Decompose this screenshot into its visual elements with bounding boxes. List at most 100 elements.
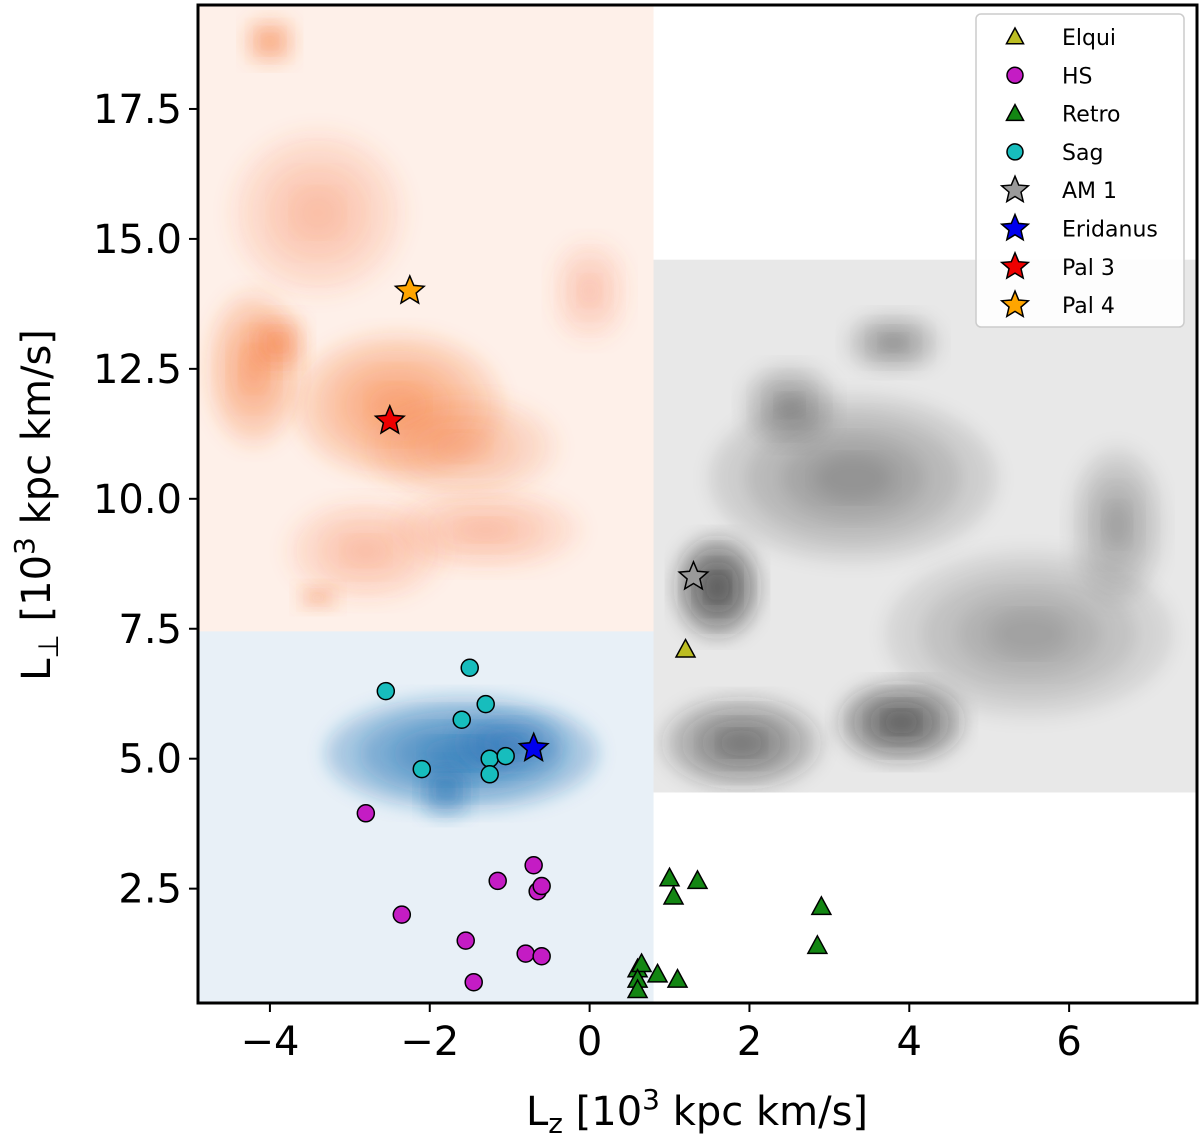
grey-density-contour bbox=[813, 454, 894, 502]
retro-point bbox=[810, 895, 833, 916]
hs-point bbox=[356, 804, 376, 823]
grey-density-contour bbox=[719, 730, 764, 757]
orange-density-contour bbox=[262, 34, 278, 49]
grey-density-contour bbox=[1103, 502, 1131, 547]
series-hs bbox=[356, 804, 551, 992]
legend-marker-elqui bbox=[1005, 26, 1025, 45]
y-axis-label: L⊥ [103 kpc km/s] bbox=[8, 329, 65, 681]
sag-point bbox=[480, 765, 499, 784]
sag-point bbox=[452, 710, 471, 729]
orange-density-contour bbox=[343, 536, 389, 566]
y-axis-label-end: kpc km/s] bbox=[14, 329, 60, 537]
hs-point bbox=[488, 871, 507, 891]
x-tick-label: −4 bbox=[240, 1019, 299, 1065]
legend-marker-am-1 bbox=[999, 174, 1031, 204]
orange-density-contour bbox=[458, 518, 513, 542]
series-elqui bbox=[674, 637, 697, 658]
y-tick-label: 2.5 bbox=[118, 867, 182, 913]
retro-point bbox=[630, 952, 653, 973]
retro-point bbox=[662, 884, 685, 905]
pal-3-point bbox=[373, 403, 406, 435]
y-tick-label: 10.0 bbox=[93, 477, 182, 523]
marker-layer bbox=[356, 273, 833, 999]
x-axis-label-end: kpc km/s] bbox=[660, 1089, 868, 1135]
elqui-point bbox=[674, 637, 697, 658]
orange-density-region bbox=[198, 5, 654, 632]
sag-point bbox=[412, 759, 432, 779]
x-tick-label: 6 bbox=[1056, 1019, 1081, 1065]
am-1-point bbox=[677, 559, 710, 591]
y-tick-label: 5.0 bbox=[118, 737, 182, 783]
eridanus-point bbox=[517, 731, 550, 762]
legend-label-pal-3: Pal 3 bbox=[1062, 256, 1115, 281]
y-tick-label: 17.5 bbox=[93, 87, 182, 133]
retro-point bbox=[626, 978, 649, 999]
retro-point bbox=[658, 866, 681, 887]
orange-density-contour bbox=[578, 276, 601, 306]
x-axis: −4 −2 0 2 4 6 bbox=[240, 1003, 1082, 1065]
density-layer bbox=[198, 5, 1197, 1003]
orange-density-contour bbox=[311, 593, 325, 602]
legend-label-eridanus: Eridanus bbox=[1062, 218, 1158, 243]
legend-label-hs: HS bbox=[1062, 64, 1093, 89]
series-pal-3 bbox=[373, 403, 406, 435]
x-tick-label: −2 bbox=[400, 1019, 459, 1065]
sag-point bbox=[460, 658, 479, 677]
legend-marker-eridanus bbox=[999, 212, 1031, 242]
legend-marker-pal-4 bbox=[999, 289, 1031, 318]
series-am-1 bbox=[677, 559, 710, 591]
y-tick-label: 12.5 bbox=[93, 347, 182, 393]
sag-point bbox=[476, 694, 495, 714]
x-tick-label: 4 bbox=[897, 1019, 922, 1065]
legend-marker-pal-3 bbox=[999, 250, 1031, 280]
x-axis-label: Lz [103 kpc km/s] bbox=[526, 1083, 868, 1139]
x-axis-label-rest: [10 bbox=[563, 1089, 642, 1135]
x-axis-label-sup: 3 bbox=[642, 1083, 660, 1116]
hs-point bbox=[532, 876, 551, 896]
legend-label-sag: Sag bbox=[1062, 141, 1103, 166]
legend-label-elqui: Elqui bbox=[1062, 26, 1116, 51]
retro-point bbox=[646, 962, 669, 983]
plot-frame bbox=[196, 3, 1199, 1005]
legend-marker-hs bbox=[1006, 66, 1024, 85]
grey-density-region bbox=[653, 259, 1197, 793]
legend-item-pal-4: Pal 4 bbox=[999, 289, 1115, 319]
y-tick-label: 15.0 bbox=[93, 217, 182, 263]
y-tick-label: 7.5 bbox=[118, 607, 182, 653]
series-pal-4 bbox=[393, 273, 426, 305]
blue-density-region bbox=[198, 631, 654, 1003]
legend-item-hs: HS bbox=[1006, 64, 1093, 89]
series-sag bbox=[376, 658, 515, 784]
blue-density-contour bbox=[494, 734, 526, 752]
y-axis: 2.5 5.0 7.5 10.0 12.5 15.0 17.5 bbox=[93, 87, 198, 913]
retro-point bbox=[666, 968, 689, 988]
legend-box bbox=[975, 13, 1185, 328]
sag-point bbox=[496, 746, 515, 766]
legend-item-am-1: AM 1 bbox=[999, 174, 1117, 204]
legend-marker-retro bbox=[1005, 103, 1025, 122]
hs-point bbox=[464, 972, 483, 992]
blue-density-contour bbox=[437, 781, 454, 799]
x-tick-label: 0 bbox=[577, 1019, 602, 1065]
legend-item-eridanus: Eridanus bbox=[999, 212, 1158, 243]
legend: Elqui HS Retro Sag AM 1 Eridanus Pal 3 Pal 4 bbox=[975, 13, 1185, 328]
y-axis-label-sup: 3 bbox=[8, 537, 41, 555]
sag-point bbox=[376, 681, 396, 701]
x-tick-label: 2 bbox=[737, 1019, 762, 1065]
series-retro bbox=[626, 866, 833, 999]
legend-item-pal-3: Pal 3 bbox=[999, 250, 1115, 281]
orange-density-contour bbox=[293, 189, 343, 237]
sag-point bbox=[480, 749, 499, 768]
x-axis-label-main: L bbox=[526, 1089, 549, 1135]
legend-label-retro: Retro bbox=[1062, 103, 1120, 128]
y-axis-label-rest: [10 bbox=[14, 555, 60, 634]
y-axis-label-sub: ⊥ bbox=[32, 634, 65, 658]
legend-item-elqui: Elqui bbox=[1005, 26, 1116, 51]
grey-density-contour bbox=[883, 710, 920, 734]
grey-density-contour bbox=[705, 572, 730, 602]
legend-item-sag: Sag bbox=[1006, 141, 1103, 166]
legend-marker-sag bbox=[1006, 143, 1024, 161]
grey-density-contour bbox=[775, 393, 803, 417]
y-axis-label-main: L bbox=[14, 658, 60, 681]
